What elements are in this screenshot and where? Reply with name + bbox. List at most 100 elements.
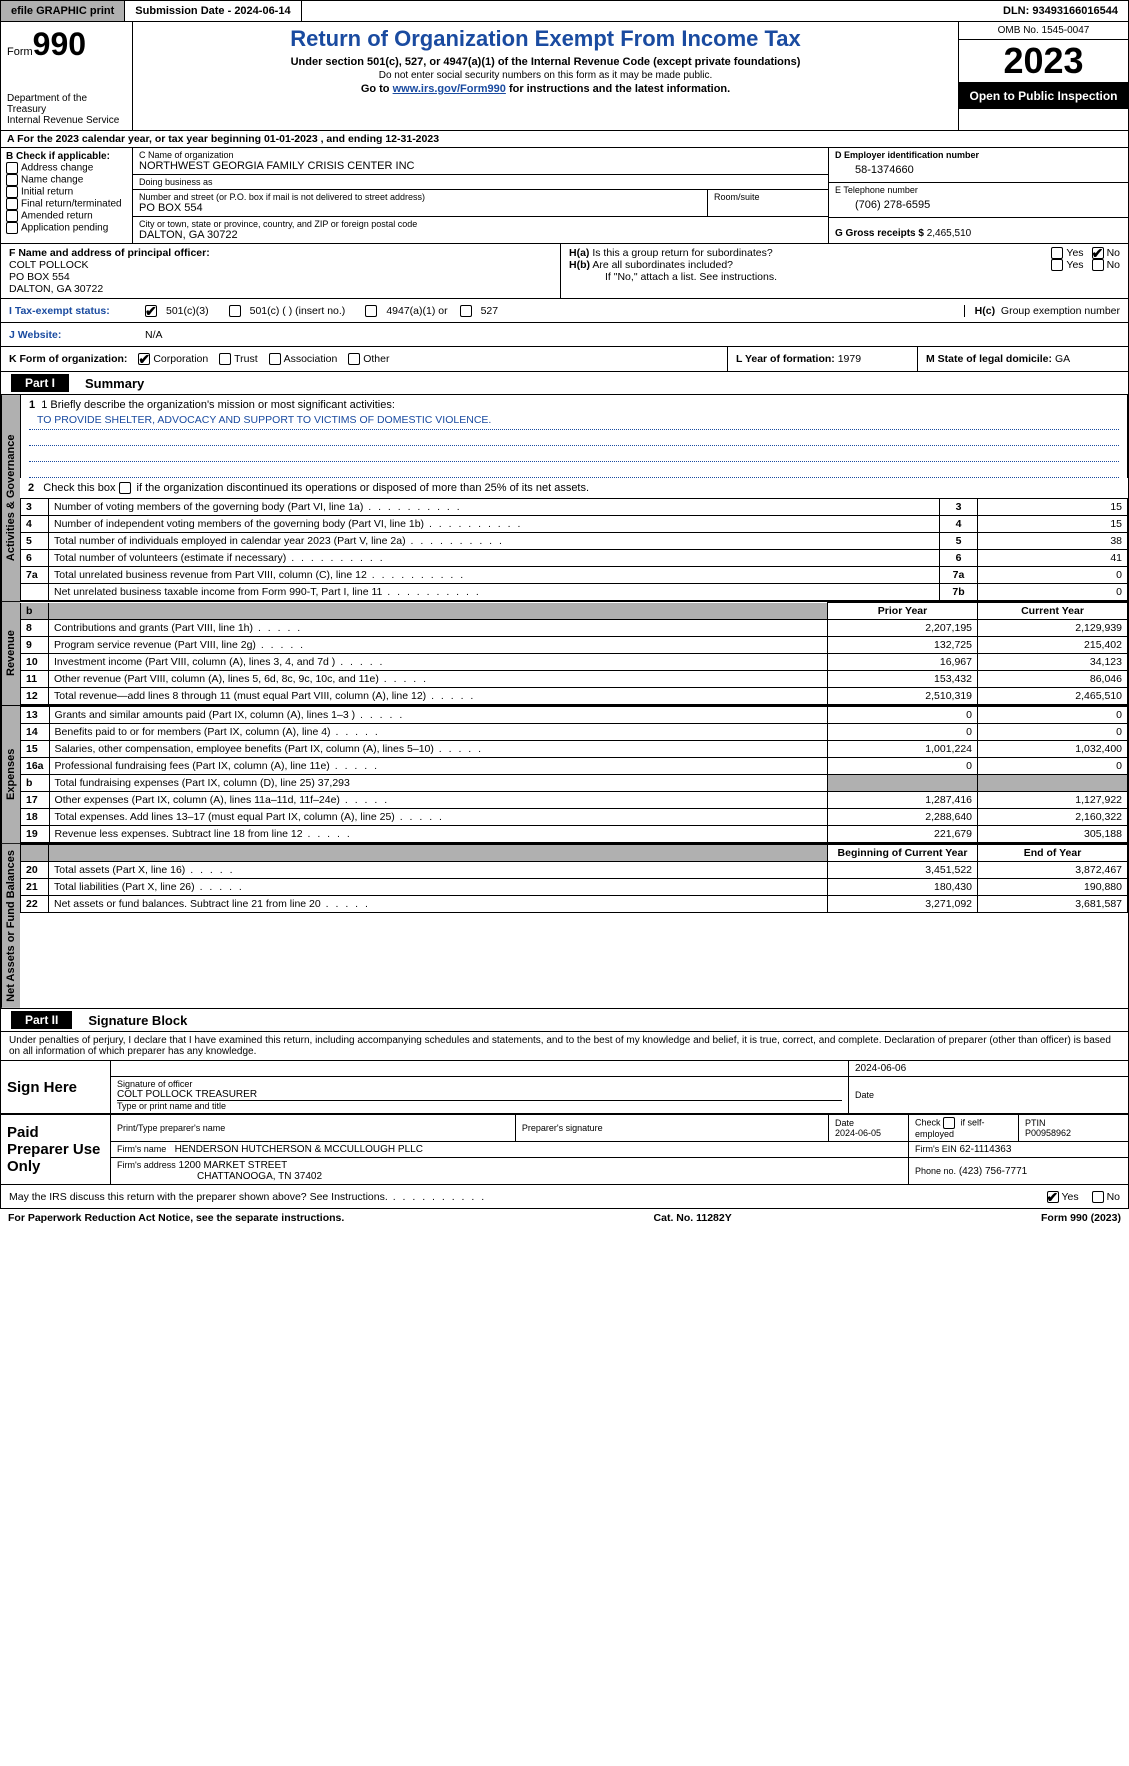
prep-sig-label: Preparer's signature — [515, 1115, 828, 1142]
checkbox-other[interactable] — [348, 353, 360, 365]
checkbox-discuss-yes[interactable] — [1047, 1191, 1059, 1203]
hdr-begin-year: Beginning of Current Year — [828, 845, 978, 862]
checkbox-trust[interactable] — [219, 353, 231, 365]
dba-label: Doing business as — [139, 177, 822, 187]
sig-date-label: Date — [855, 1090, 1122, 1100]
i-label: I Tax-exempt status: — [9, 305, 139, 317]
perjury-declaration: Under penalties of perjury, I declare th… — [0, 1032, 1129, 1060]
room-suite-label: Room/suite — [708, 190, 828, 216]
officer-signed-name: COLT POLLOCK TREASURER — [117, 1089, 842, 1100]
officer-label: F Name and address of principal officer: — [9, 247, 552, 259]
part1-badge: Part I — [11, 374, 69, 392]
treasury-dept: Department of the Treasury Internal Reve… — [7, 93, 126, 126]
checkbox-address-change[interactable] — [6, 162, 18, 174]
gross-receipts-label: G Gross receipts $ — [835, 228, 927, 239]
mission-text: TO PROVIDE SHELTER, ADVOCACY AND SUPPORT… — [29, 411, 1119, 430]
checkbox-discontinued[interactable] — [119, 482, 131, 494]
table-row: 9Program service revenue (Part VIII, lin… — [21, 637, 1128, 654]
checkbox-ha-yes[interactable] — [1051, 247, 1063, 259]
checkbox-application-pending[interactable] — [6, 222, 18, 234]
table-row: 6Total number of volunteers (estimate if… — [21, 550, 1128, 567]
gross-receipts-value: 2,465,510 — [927, 228, 972, 239]
form-subtitle-2: Do not enter social security numbers on … — [139, 70, 952, 81]
checkbox-self-employed[interactable] — [943, 1117, 955, 1129]
activities-governance-section: Activities & Governance 1 1 Briefly desc… — [0, 395, 1129, 602]
officer-h-row: F Name and address of principal officer:… — [0, 243, 1129, 299]
checkbox-assoc[interactable] — [269, 353, 281, 365]
paperwork-notice: For Paperwork Reduction Act Notice, see … — [8, 1212, 344, 1224]
table-row: 17Other expenses (Part IX, column (A), l… — [21, 792, 1128, 809]
h-block: H(a) Is this a group return for subordin… — [561, 244, 1128, 298]
revenue-table: b Prior Year Current Year 8Contributions… — [20, 602, 1128, 705]
name-title-label: Type or print name and title — [117, 1100, 842, 1111]
checkbox-amended[interactable] — [6, 210, 18, 222]
vtab-governance: Activities & Governance — [1, 395, 20, 601]
table-row: 10Investment income (Part VIII, column (… — [21, 654, 1128, 671]
checkbox-hb-yes[interactable] — [1051, 259, 1063, 271]
paid-preparer-table: Paid Preparer Use Only Print/Type prepar… — [0, 1114, 1129, 1185]
submission-date: Submission Date - 2024-06-14 — [125, 1, 301, 21]
table-row: 11Other revenue (Part VIII, column (A), … — [21, 671, 1128, 688]
table-row: 8Contributions and grants (Part VIII, li… — [21, 620, 1128, 637]
street-label: Number and street (or P.O. box if mail i… — [139, 192, 701, 202]
line1-label: 1 1 Briefly describe the organization's … — [29, 399, 1119, 411]
table-row: 4Number of independent voting members of… — [21, 516, 1128, 533]
governance-table: 3Number of voting members of the governi… — [20, 498, 1128, 601]
line2: 2 Check this box if the organization dis… — [20, 478, 1128, 498]
table-row: 16aProfessional fundraising fees (Part I… — [21, 758, 1128, 775]
checkbox-initial-return[interactable] — [6, 186, 18, 198]
table-row: 15Salaries, other compensation, employee… — [21, 741, 1128, 758]
table-row: 20Total assets (Part X, line 16)3,451,52… — [21, 862, 1128, 879]
hdr-prior-year: Prior Year — [828, 603, 978, 620]
checkbox-501c3[interactable] — [145, 305, 157, 317]
efile-print-button[interactable]: efile GRAPHIC print — [1, 1, 125, 21]
prep-date: 2024-06-05 — [835, 1128, 881, 1138]
part1-header: Part I Summary — [0, 372, 1129, 395]
table-row: 21Total liabilities (Part X, line 26)180… — [21, 879, 1128, 896]
table-row: 22Net assets or fund balances. Subtract … — [21, 896, 1128, 913]
table-row: 19Revenue less expenses. Subtract line 1… — [21, 826, 1128, 843]
section-bcde: B Check if applicable: Address change Na… — [0, 148, 1129, 243]
mission-blank1 — [29, 430, 1119, 446]
sig-officer-label: Signature of officer — [117, 1079, 842, 1089]
firm-addr2: CHATTANOOGA, TN 37402 — [117, 1171, 322, 1182]
sign-date-top: 2024-06-06 — [855, 1063, 906, 1074]
vtab-revenue: Revenue — [1, 602, 20, 705]
checkbox-4947[interactable] — [365, 305, 377, 317]
form-ref: Form 990 (2023) — [1041, 1212, 1121, 1224]
ein-label: D Employer identification number — [835, 150, 1122, 160]
firm-name: HENDERSON HUTCHERSON & MCCULLOUGH PLLC — [175, 1144, 423, 1155]
checkbox-corp[interactable] — [138, 353, 150, 365]
cat-no: Cat. No. 11282Y — [654, 1212, 732, 1224]
expenses-section: Expenses 13Grants and similar amounts pa… — [0, 706, 1129, 844]
hdr-current-year: Current Year — [978, 603, 1128, 620]
part2-header: Part II Signature Block — [0, 1009, 1129, 1032]
phone-label: E Telephone number — [835, 185, 1122, 195]
table-row: 18Total expenses. Add lines 13–17 (must … — [21, 809, 1128, 826]
discuss-row: May the IRS discuss this return with the… — [0, 1185, 1129, 1209]
table-row: 13Grants and similar amounts paid (Part … — [21, 707, 1128, 724]
col-c-org-info: C Name of organization NORTHWEST GEORGIA… — [133, 148, 828, 243]
checkbox-ha-no[interactable] — [1092, 247, 1104, 259]
checkbox-527[interactable] — [460, 305, 472, 317]
table-row: 14Benefits paid to or for members (Part … — [21, 724, 1128, 741]
sign-here-label: Sign Here — [1, 1061, 111, 1114]
part1-title: Summary — [85, 376, 144, 391]
irs-link[interactable]: www.irs.gov/Form990 — [393, 83, 506, 95]
paid-preparer-label: Paid Preparer Use Only — [1, 1115, 111, 1185]
mission-blank2 — [29, 446, 1119, 462]
phone-value: (706) 278-6595 — [835, 195, 1122, 215]
checkbox-hb-no[interactable] — [1092, 259, 1104, 271]
j-label: J Website: — [9, 329, 139, 341]
table-row: 7aTotal unrelated business revenue from … — [21, 567, 1128, 584]
checkbox-final-return[interactable] — [6, 198, 18, 210]
officer-name: COLT POLLOCK — [9, 259, 552, 271]
checkbox-discuss-no[interactable] — [1092, 1191, 1104, 1203]
form-subtitle-3: Go to www.irs.gov/Form990 for instructio… — [139, 83, 952, 95]
checkbox-501c[interactable] — [229, 305, 241, 317]
page-footer: For Paperwork Reduction Act Notice, see … — [0, 1209, 1129, 1227]
form-id-block: Form990 Department of the Treasury Inter… — [1, 22, 133, 130]
checkbox-name-change[interactable] — [6, 174, 18, 186]
ein-value: 58-1374660 — [835, 160, 1122, 180]
website-value: N/A — [145, 329, 163, 341]
